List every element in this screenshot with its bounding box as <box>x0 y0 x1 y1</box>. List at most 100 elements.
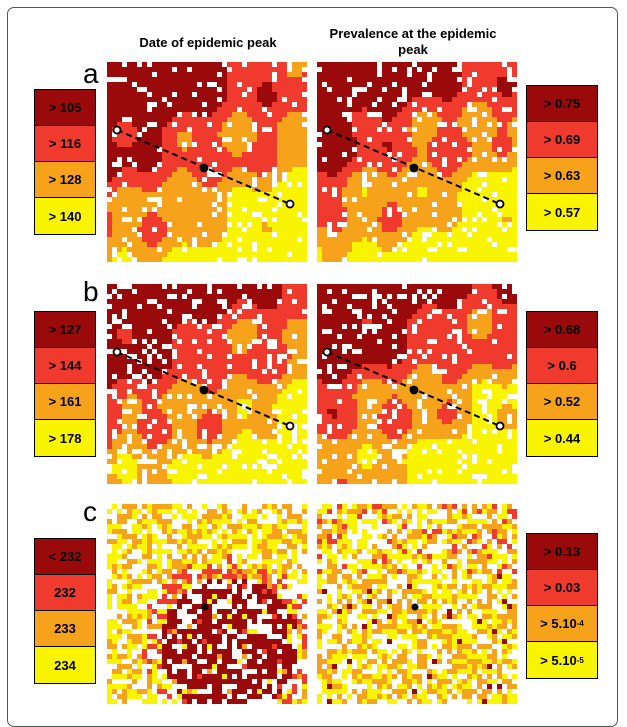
heatmap-cell <box>157 162 163 168</box>
heatmap-cell <box>132 409 138 415</box>
heatmap-cell <box>117 414 123 420</box>
heatmap-cell <box>222 419 228 425</box>
heatmap-cell <box>387 299 393 305</box>
heatmap-cell <box>182 284 188 290</box>
heatmap-cell <box>472 67 478 73</box>
heatmap-cell <box>157 142 163 148</box>
heatmap-cell <box>267 232 273 238</box>
heatmap-cell <box>362 232 368 238</box>
heatmap-cell <box>427 92 433 98</box>
heatmap-cell <box>287 324 293 330</box>
heatmap-cell <box>292 242 298 248</box>
heatmap-cell <box>477 167 483 173</box>
heatmap-cell <box>457 97 463 103</box>
heatmap-cell <box>197 299 203 305</box>
heatmap-cell <box>512 222 517 228</box>
heatmap-cell <box>337 207 343 213</box>
heatmap-cell <box>287 187 293 193</box>
heatmap-cell <box>247 394 253 400</box>
heatmap-cell <box>282 404 288 410</box>
heatmap-cell <box>397 289 403 295</box>
heatmap-cell <box>297 257 303 262</box>
heatmap-cell <box>357 192 363 198</box>
heatmap-cell <box>412 217 418 223</box>
heatmap-cell <box>287 242 293 248</box>
heatmap-cell <box>372 127 378 133</box>
heatmap-cell <box>162 207 168 213</box>
heatmap-cell <box>442 132 448 138</box>
heatmap-cell <box>272 449 278 455</box>
heatmap-cell <box>232 97 238 103</box>
heatmap-cell <box>442 162 448 168</box>
heatmap-cell <box>142 182 148 188</box>
heatmap-cell <box>222 227 228 233</box>
heatmap-cell <box>222 207 228 213</box>
heatmap-cell <box>512 62 517 68</box>
heatmap-cell <box>457 142 463 148</box>
heatmap-cell <box>227 187 233 193</box>
heatmap-cell <box>482 112 488 118</box>
heatmap-cell <box>287 247 293 253</box>
heatmap-cell <box>452 152 458 158</box>
heatmap-cell <box>117 77 123 83</box>
heatmap-cell <box>472 217 478 223</box>
heatmap-cell <box>417 182 423 188</box>
heatmap-cell <box>267 162 273 168</box>
heatmap-cell <box>107 117 113 123</box>
heatmap-cell <box>512 107 517 113</box>
heatmap-cell <box>197 252 203 258</box>
heatmap-cell <box>262 449 268 455</box>
heatmap-cell <box>262 162 268 168</box>
heatmap-cell <box>227 434 233 440</box>
heatmap-cell <box>212 294 218 300</box>
heatmap-cell <box>177 182 183 188</box>
heatmap-cell <box>177 409 183 415</box>
heatmap-cell <box>192 187 198 193</box>
heatmap-cell <box>257 102 263 108</box>
heatmap-cell <box>217 62 223 68</box>
heatmap-cell <box>142 212 148 218</box>
heatmap-cell <box>142 444 148 450</box>
heatmap-cell <box>242 419 248 425</box>
heatmap-cell <box>172 247 178 253</box>
heatmap-cell <box>257 284 263 290</box>
heatmap-cell <box>432 177 438 183</box>
heatmap-cell <box>212 384 218 390</box>
heatmap-cell <box>212 284 218 290</box>
heatmap-cell <box>192 419 198 425</box>
heatmap-cell <box>122 339 128 345</box>
heatmap-cell <box>262 324 268 330</box>
heatmap-cell <box>117 167 123 173</box>
heatmap-cell <box>292 444 298 450</box>
heatmap-cell <box>402 222 408 228</box>
heatmap-cell <box>502 252 508 258</box>
heatmap-cell <box>277 389 283 395</box>
heatmap-cell <box>392 97 398 103</box>
heatmap-cell <box>107 187 113 193</box>
heatmap-cell <box>382 197 388 203</box>
heatmap-cell <box>277 314 283 320</box>
heatmap-cell <box>377 87 383 93</box>
heatmap-cell <box>292 147 298 153</box>
heatmap-cell <box>277 117 283 123</box>
heatmap-cell <box>122 469 128 475</box>
heatmap-cell <box>352 299 358 305</box>
heatmap-cell <box>277 304 283 310</box>
heatmap-cell <box>162 232 168 238</box>
heatmap-cell <box>192 167 198 173</box>
heatmap-cell <box>482 62 488 68</box>
heatmap-cell <box>277 152 283 158</box>
heatmap-cell <box>422 212 428 218</box>
heatmap-cell <box>207 414 213 420</box>
heatmap-cell <box>232 364 238 370</box>
heatmap-cell <box>302 107 307 113</box>
heatmap-cell <box>127 334 133 340</box>
path-point-marker <box>285 199 295 209</box>
heatmap-cell <box>327 157 333 163</box>
heatmap-cell <box>407 107 413 113</box>
heatmap-cell <box>367 92 373 98</box>
heatmap-cell <box>437 212 443 218</box>
heatmap-cell <box>182 419 188 425</box>
heatmap-cell <box>132 389 138 395</box>
heatmap-cell <box>472 207 478 213</box>
